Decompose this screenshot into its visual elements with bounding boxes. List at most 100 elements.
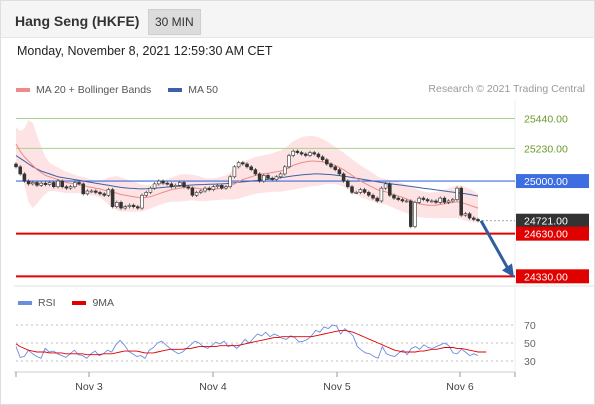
candle-body: [253, 169, 258, 175]
candle-body: [320, 156, 325, 161]
candle-body: [383, 183, 388, 189]
candle-body: [404, 200, 409, 203]
forecast-arrow: [479, 219, 512, 274]
candle-body: [274, 176, 279, 180]
candle-body: [161, 180, 165, 184]
level-label-25000.00: 25000.00: [524, 176, 568, 188]
candle-body: [459, 187, 463, 216]
candle-body: [278, 173, 283, 178]
candle-body: [178, 182, 182, 186]
legend-label-9ma: 9MA: [92, 297, 115, 309]
candle-body: [392, 194, 396, 199]
candle-body: [203, 187, 207, 192]
timestamp: Monday, November 8, 2021 12:59:30 AM CET: [17, 44, 273, 58]
candle-body: [409, 200, 413, 227]
candle-body: [236, 162, 241, 168]
candle-body: [270, 177, 274, 180]
candle-body: [89, 190, 94, 193]
candle-body: [350, 186, 354, 193]
candle-body: [283, 166, 287, 175]
candle-body: [396, 197, 400, 200]
candle-body: [14, 163, 18, 168]
candle-body: [232, 166, 237, 178]
candle-body: [220, 185, 224, 189]
candle-body: [94, 190, 98, 193]
candle-body: [299, 152, 304, 155]
interval-button[interactable]: 30 MIN: [148, 9, 201, 35]
candle-body: [39, 182, 43, 186]
level-tag-24330.00: [516, 269, 589, 284]
level-label-24330.00: 24330.00: [524, 271, 568, 283]
candle-body: [329, 163, 333, 168]
forecast-arrowhead: [502, 263, 514, 278]
level-tag-24721.00: [516, 213, 589, 228]
candle-body: [207, 187, 211, 190]
level-label-25440.00: 25440.00: [524, 113, 568, 125]
candle-body: [446, 200, 451, 203]
candle-body: [43, 182, 48, 185]
candle-body: [98, 192, 102, 195]
rsi-legend: RSI 9MA: [18, 296, 128, 309]
rsi-series-RSI: [15, 324, 479, 359]
candle-body: [388, 183, 392, 196]
candle-body: [379, 187, 384, 202]
legend-swatch-9ma: [72, 301, 87, 305]
candle-body: [455, 187, 459, 200]
candle-body: [312, 152, 316, 155]
candle-body: [31, 182, 35, 185]
legend-item-ma50: MA 50: [168, 84, 218, 96]
candle-body: [106, 189, 111, 196]
candle-body: [224, 186, 228, 189]
credit-text: Research © 2021 Trading Central: [428, 83, 585, 95]
candle-body: [119, 202, 123, 209]
candle-body: [245, 163, 249, 168]
candle-body: [241, 162, 245, 165]
candle-body: [400, 199, 405, 202]
candle-body: [316, 153, 321, 158]
candle-body: [228, 176, 232, 188]
candle-body: [476, 219, 480, 222]
candle-body: [371, 194, 375, 199]
candle-body: [18, 166, 22, 175]
candle-body: [291, 150, 295, 156]
candle-body: [362, 189, 367, 193]
candle-body: [165, 182, 169, 185]
bollinger-band: [16, 119, 478, 223]
x-tick-label: Nov 5: [323, 381, 351, 393]
ma50-line: [15, 155, 479, 197]
x-tick-label: Nov 6: [446, 381, 474, 393]
candle-body: [22, 173, 27, 182]
candle-body: [169, 183, 174, 188]
candle-body: [413, 202, 417, 227]
candle-body: [249, 166, 253, 170]
candle-body: [136, 206, 140, 209]
candle-body: [199, 190, 203, 193]
candle-body: [308, 152, 312, 156]
candle-body: [194, 192, 199, 196]
candle-body: [425, 199, 430, 202]
candle-body: [47, 182, 52, 185]
ma20-line: [15, 143, 479, 209]
legend-item-9ma: 9MA: [72, 297, 114, 309]
legend-label-ma50: MA 50: [188, 84, 218, 96]
candle-body: [337, 169, 342, 175]
candle-body: [325, 159, 329, 165]
candle-body: [110, 189, 115, 207]
candle-body: [463, 213, 468, 216]
candle-body: [287, 155, 291, 168]
candle-body: [354, 192, 358, 194]
level-label-24721.00: 24721.00: [524, 216, 568, 228]
candle-body: [140, 194, 144, 209]
candle-body: [60, 180, 64, 188]
candle-body: [152, 183, 157, 189]
candle-body: [367, 192, 371, 196]
candle-body: [442, 197, 447, 203]
candle-body: [186, 186, 190, 189]
candle-body: [85, 190, 90, 195]
candle-body: [333, 166, 337, 170]
candle-body: [131, 204, 136, 207]
legend-swatch-ma50: [168, 88, 183, 92]
candle-body: [211, 186, 216, 190]
x-tick-label: Nov 4: [199, 381, 227, 393]
